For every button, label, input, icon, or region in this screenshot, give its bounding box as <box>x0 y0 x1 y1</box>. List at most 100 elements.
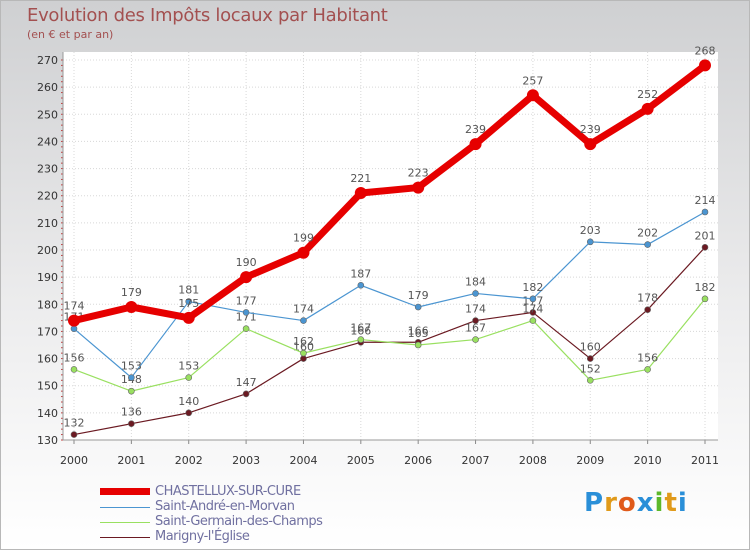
series-line <box>73 298 706 392</box>
data-label: 179 <box>408 289 429 302</box>
x-tick-label: 2002 <box>175 454 203 467</box>
data-label: 171 <box>236 311 257 324</box>
data-point <box>185 374 193 381</box>
data-label: 202 <box>637 227 658 240</box>
x-tick-label: 2006 <box>404 454 432 467</box>
data-point <box>644 366 651 373</box>
data-label: 153 <box>121 360 142 373</box>
data-point <box>128 387 135 395</box>
y-tick-label: 150 <box>37 380 58 393</box>
data-label: 175 <box>178 297 199 310</box>
data-label: 136 <box>121 406 142 419</box>
x-tick-label: 2003 <box>232 454 260 467</box>
legend-swatch <box>100 537 150 538</box>
data-label: 182 <box>695 281 716 294</box>
x-tick-label: 2000 <box>60 454 88 467</box>
data-point <box>70 325 78 333</box>
data-label: 166 <box>350 324 371 337</box>
y-tick-label: 170 <box>37 325 58 338</box>
chart-subtitle: (en € et par an) <box>27 28 114 41</box>
data-label: 257 <box>522 74 543 87</box>
data-label: 160 <box>580 341 601 354</box>
x-tick-label: 2011 <box>691 454 719 467</box>
data-point <box>472 336 479 343</box>
data-point <box>240 271 253 284</box>
data-label: 179 <box>121 286 142 299</box>
legend-swatch <box>100 522 150 523</box>
data-point <box>185 298 193 305</box>
data-point <box>297 246 310 259</box>
data-point <box>701 295 709 303</box>
data-point <box>529 309 537 316</box>
legend-label: Marigny-l'Église <box>155 529 250 544</box>
y-tick-label: 200 <box>37 244 58 257</box>
data-point <box>529 317 537 324</box>
data-point <box>300 355 307 362</box>
x-tick-label: 2008 <box>519 454 547 467</box>
data-label: 252 <box>637 88 658 101</box>
x-tick-label: 2004 <box>289 454 317 467</box>
data-point <box>641 102 654 115</box>
logo-letter: i <box>654 488 665 518</box>
data-point <box>357 281 365 289</box>
x-tick-label: 2009 <box>576 454 604 467</box>
legend-label: Saint-Germain-des-Champs <box>155 514 323 529</box>
data-label: 177 <box>236 294 257 307</box>
data-label: 166 <box>408 324 429 337</box>
data-point <box>68 314 80 327</box>
data-label: 187 <box>350 267 371 280</box>
data-point <box>242 309 250 316</box>
y-tick-label: 220 <box>37 190 58 203</box>
data-label: 132 <box>64 417 85 430</box>
data-label: 174 <box>522 303 543 316</box>
data-point <box>586 376 594 384</box>
logo-letter: o <box>617 488 637 518</box>
y-tick-label: 240 <box>37 135 58 148</box>
y-tick-label: 250 <box>37 108 58 121</box>
data-label: 214 <box>695 194 716 207</box>
legend-label: Saint-André-en-Morvan <box>155 499 295 514</box>
data-label: 156 <box>64 351 85 364</box>
data-label: 203 <box>580 224 601 237</box>
y-tick-label: 260 <box>37 81 58 94</box>
data-point <box>472 317 479 324</box>
data-point <box>242 325 250 333</box>
data-label: 221 <box>350 172 371 185</box>
data-label: 165 <box>408 327 429 340</box>
data-point <box>128 374 135 381</box>
data-point <box>70 366 78 373</box>
data-point <box>644 306 651 314</box>
data-point <box>300 317 307 324</box>
x-tick-label: 2005 <box>347 454 375 467</box>
y-tick-label: 270 <box>37 54 58 67</box>
y-tick-label: 230 <box>37 163 58 176</box>
data-point <box>354 187 367 199</box>
x-tick-label: 2010 <box>634 454 662 467</box>
data-label: 174 <box>465 303 486 316</box>
logo-letter: i <box>677 488 688 518</box>
data-label: 239 <box>580 123 601 136</box>
data-point <box>529 295 537 303</box>
data-point <box>300 349 307 357</box>
y-tick-label: 190 <box>37 271 58 284</box>
data-point <box>526 89 539 102</box>
data-point <box>644 241 651 248</box>
data-point <box>584 138 597 151</box>
y-tick-label: 130 <box>37 434 58 447</box>
data-point <box>701 243 709 251</box>
data-point <box>242 390 250 398</box>
data-label: 268 <box>695 44 716 57</box>
data-label: 178 <box>637 292 658 305</box>
data-label: 147 <box>236 376 257 389</box>
chart-title: Evolution des Impôts locaux par Habitant <box>27 5 388 26</box>
data-label: 201 <box>695 229 716 242</box>
data-label: 223 <box>408 167 429 180</box>
data-label: 162 <box>293 335 314 348</box>
logo-letter: x <box>636 488 655 518</box>
y-tick-label: 210 <box>37 217 58 230</box>
data-label: 239 <box>465 123 486 136</box>
data-label: 182 <box>522 281 543 294</box>
data-label: 190 <box>236 256 257 269</box>
data-point <box>128 420 135 428</box>
